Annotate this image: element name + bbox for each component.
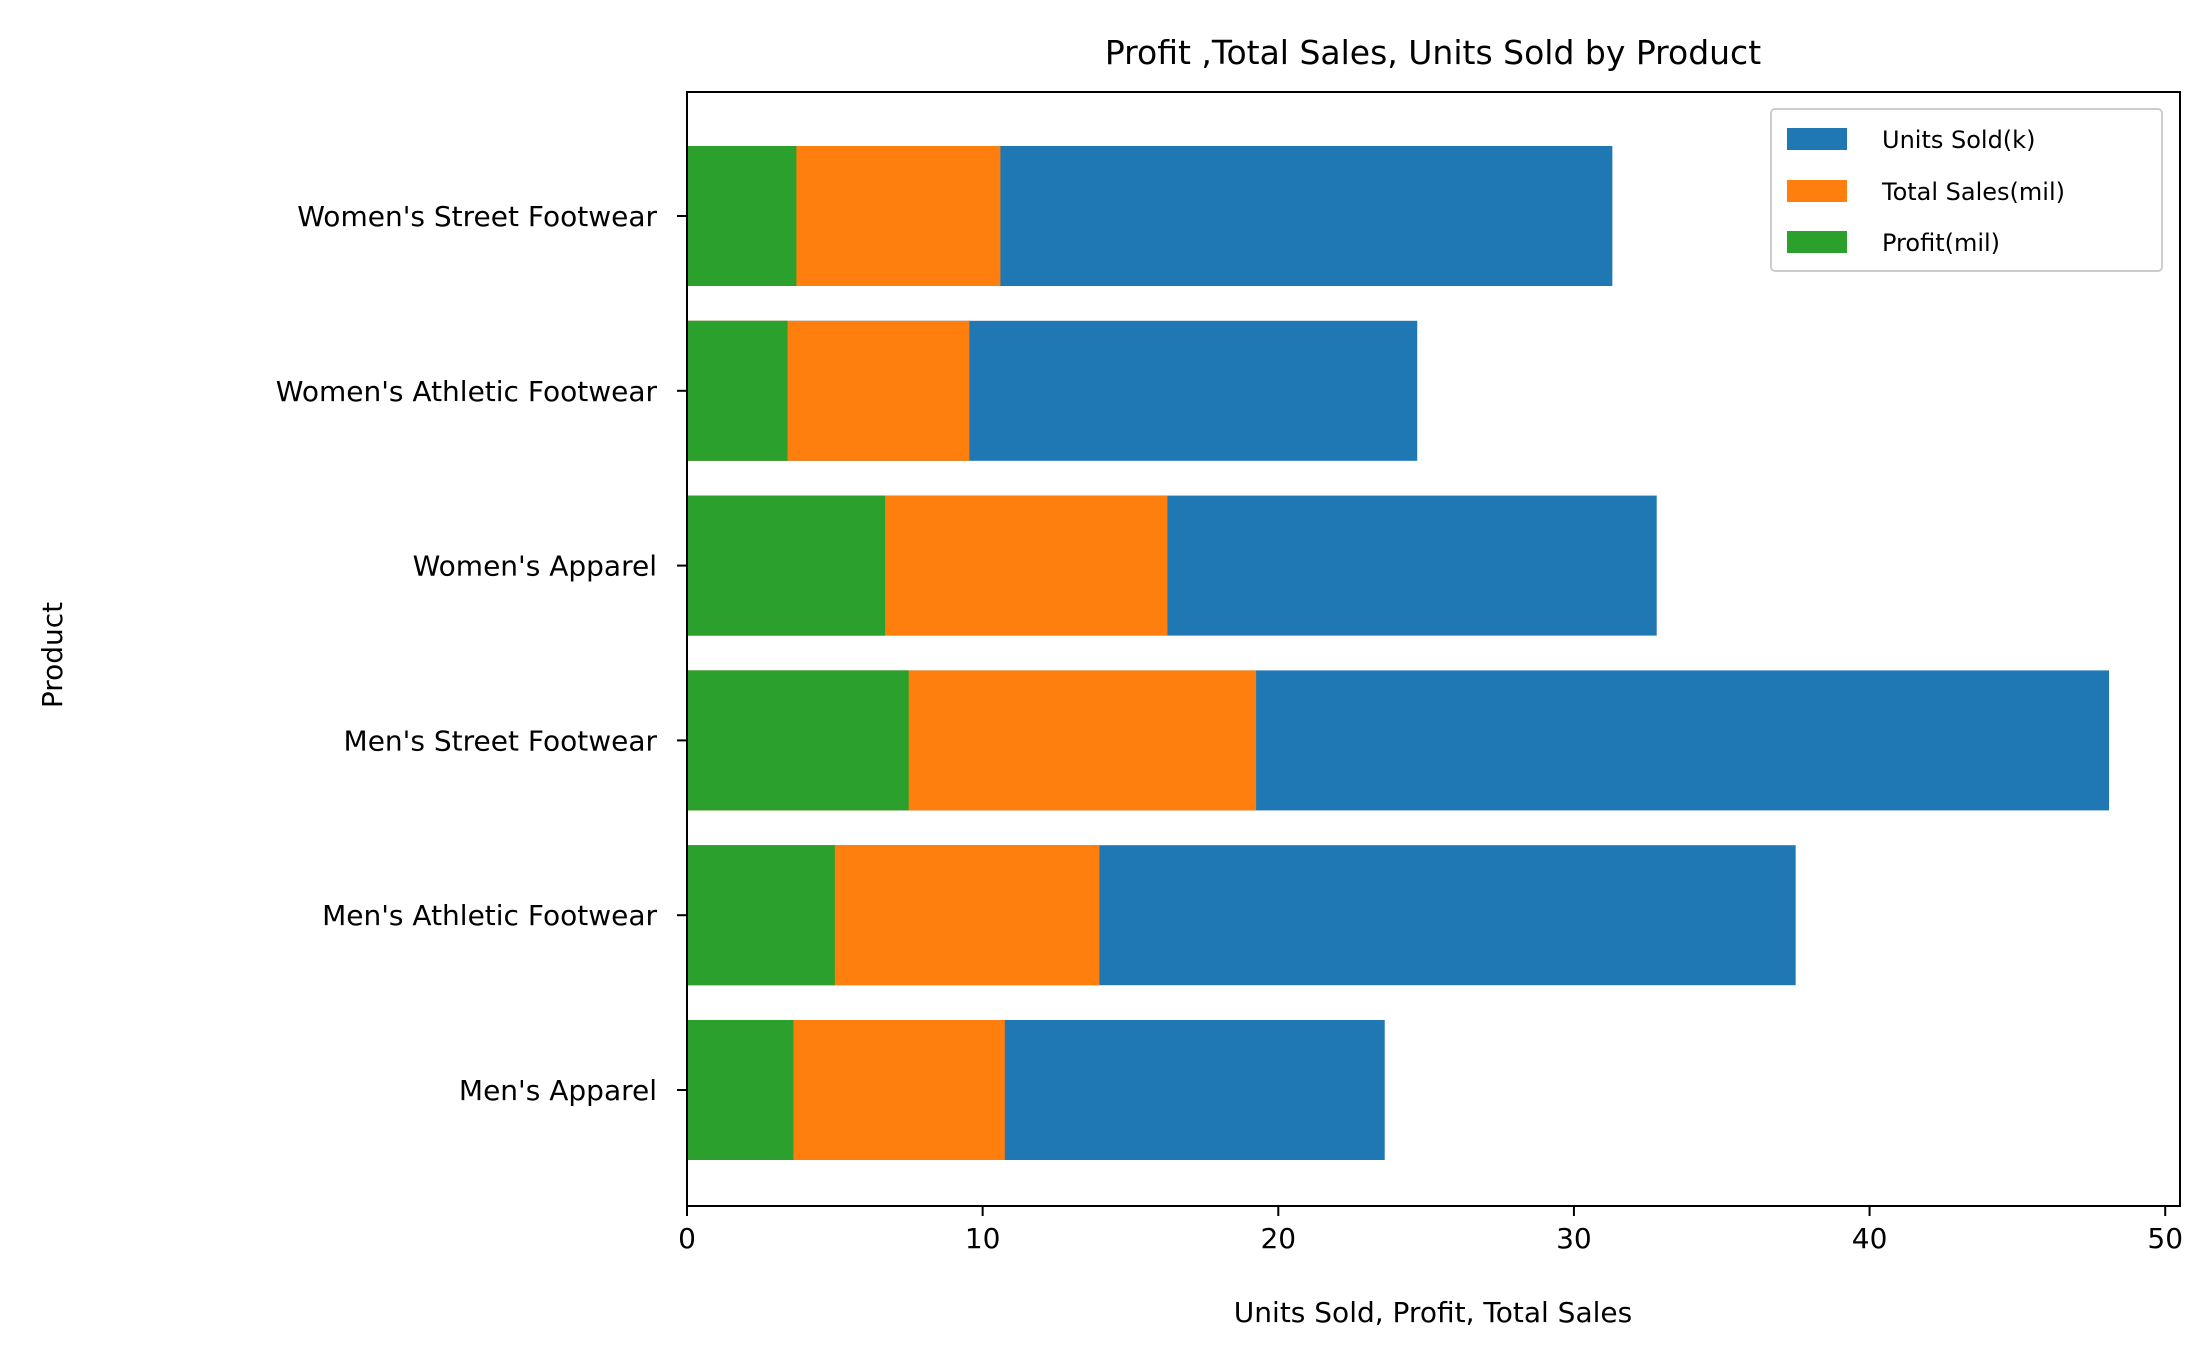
legend-swatch-profit — [1787, 231, 1847, 253]
x-tick-label: 30 — [1556, 1222, 1592, 1255]
bar-profit-mil-women-s-athletic-footwear — [687, 320, 788, 461]
legend-swatch-units-sold — [1787, 128, 1847, 150]
legend-frame — [1770, 108, 2163, 272]
x-tick-label: 50 — [2147, 1222, 2183, 1255]
chart-title: Profit ,Total Sales, Units Sold by Produ… — [1105, 33, 1761, 72]
legend-label-profit: Profit(mil) — [1882, 229, 2000, 257]
y-tick-label-women-s-apparel: Women's Apparel — [413, 550, 657, 583]
bar-profit-mil-men-s-apparel — [687, 1020, 794, 1160]
legend: Units Sold(k) Total Sales(mil) Profit(mi… — [1770, 108, 2163, 272]
y-axis-label: Product — [36, 602, 69, 708]
bar-profit-mil-men-s-street-footwear — [687, 670, 909, 811]
x-axis-label: Units Sold, Profit, Total Sales — [1234, 1296, 1632, 1329]
y-tick-label-men-s-street-footwear: Men's Street Footwear — [344, 724, 658, 757]
y-axis: Men's Apparel Men's Athletic Footwear Men'… — [276, 200, 687, 1107]
plot-frame — [686, 91, 2181, 1207]
bar-profit-mil-women-s-street-footwear — [687, 146, 797, 286]
bar-profit-mil-men-s-athletic-footwear — [687, 845, 835, 986]
y-tick-label-women-s-street-footwear: Women's Street Footwear — [297, 200, 657, 233]
x-axis: 0 10 20 30 40 50 — [678, 1206, 2183, 1255]
bar-profit-mil-women-s-apparel — [687, 495, 886, 636]
y-tick-label-men-s-apparel: Men's Apparel — [459, 1074, 657, 1107]
legend-label-total-sales: Total Sales(mil) — [1881, 178, 2065, 206]
x-tick-label: 0 — [678, 1222, 696, 1255]
x-tick-label: 40 — [1852, 1222, 1888, 1255]
x-tick-label: 10 — [965, 1222, 1001, 1255]
y-tick-label-men-s-athletic-footwear: Men's Athletic Footwear — [322, 899, 657, 932]
x-tick-label: 20 — [1260, 1222, 1296, 1255]
y-tick-label-women-s-athletic-footwear: Women's Athletic Footwear — [276, 375, 658, 408]
legend-label-units-sold: Units Sold(k) — [1882, 126, 2035, 154]
legend-swatch-total-sales — [1787, 180, 1847, 202]
bars-layer — [687, 146, 2110, 1160]
